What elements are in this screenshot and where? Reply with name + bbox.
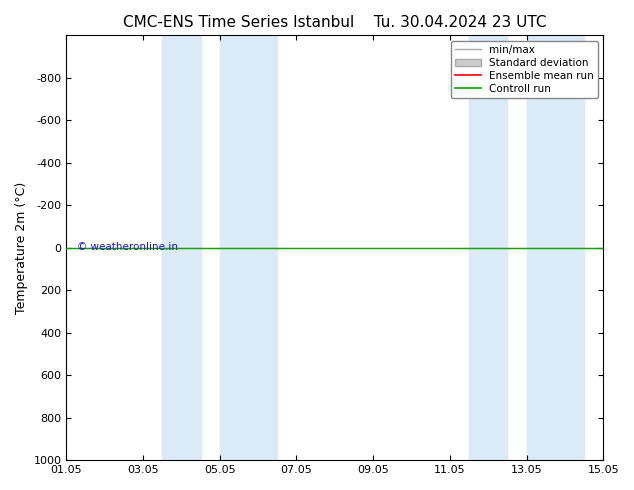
Title: CMC-ENS Time Series Istanbul    Tu. 30.04.2024 23 UTC: CMC-ENS Time Series Istanbul Tu. 30.04.2… <box>123 15 547 30</box>
Bar <box>469 35 507 460</box>
Legend: min/max, Standard deviation, Ensemble mean run, Controll run: min/max, Standard deviation, Ensemble me… <box>451 41 598 98</box>
Text: © weatheronline.in: © weatheronline.in <box>77 242 178 252</box>
Bar <box>526 35 584 460</box>
Y-axis label: Temperature 2m (°C): Temperature 2m (°C) <box>15 182 28 314</box>
Bar <box>162 35 200 460</box>
Bar <box>220 35 277 460</box>
